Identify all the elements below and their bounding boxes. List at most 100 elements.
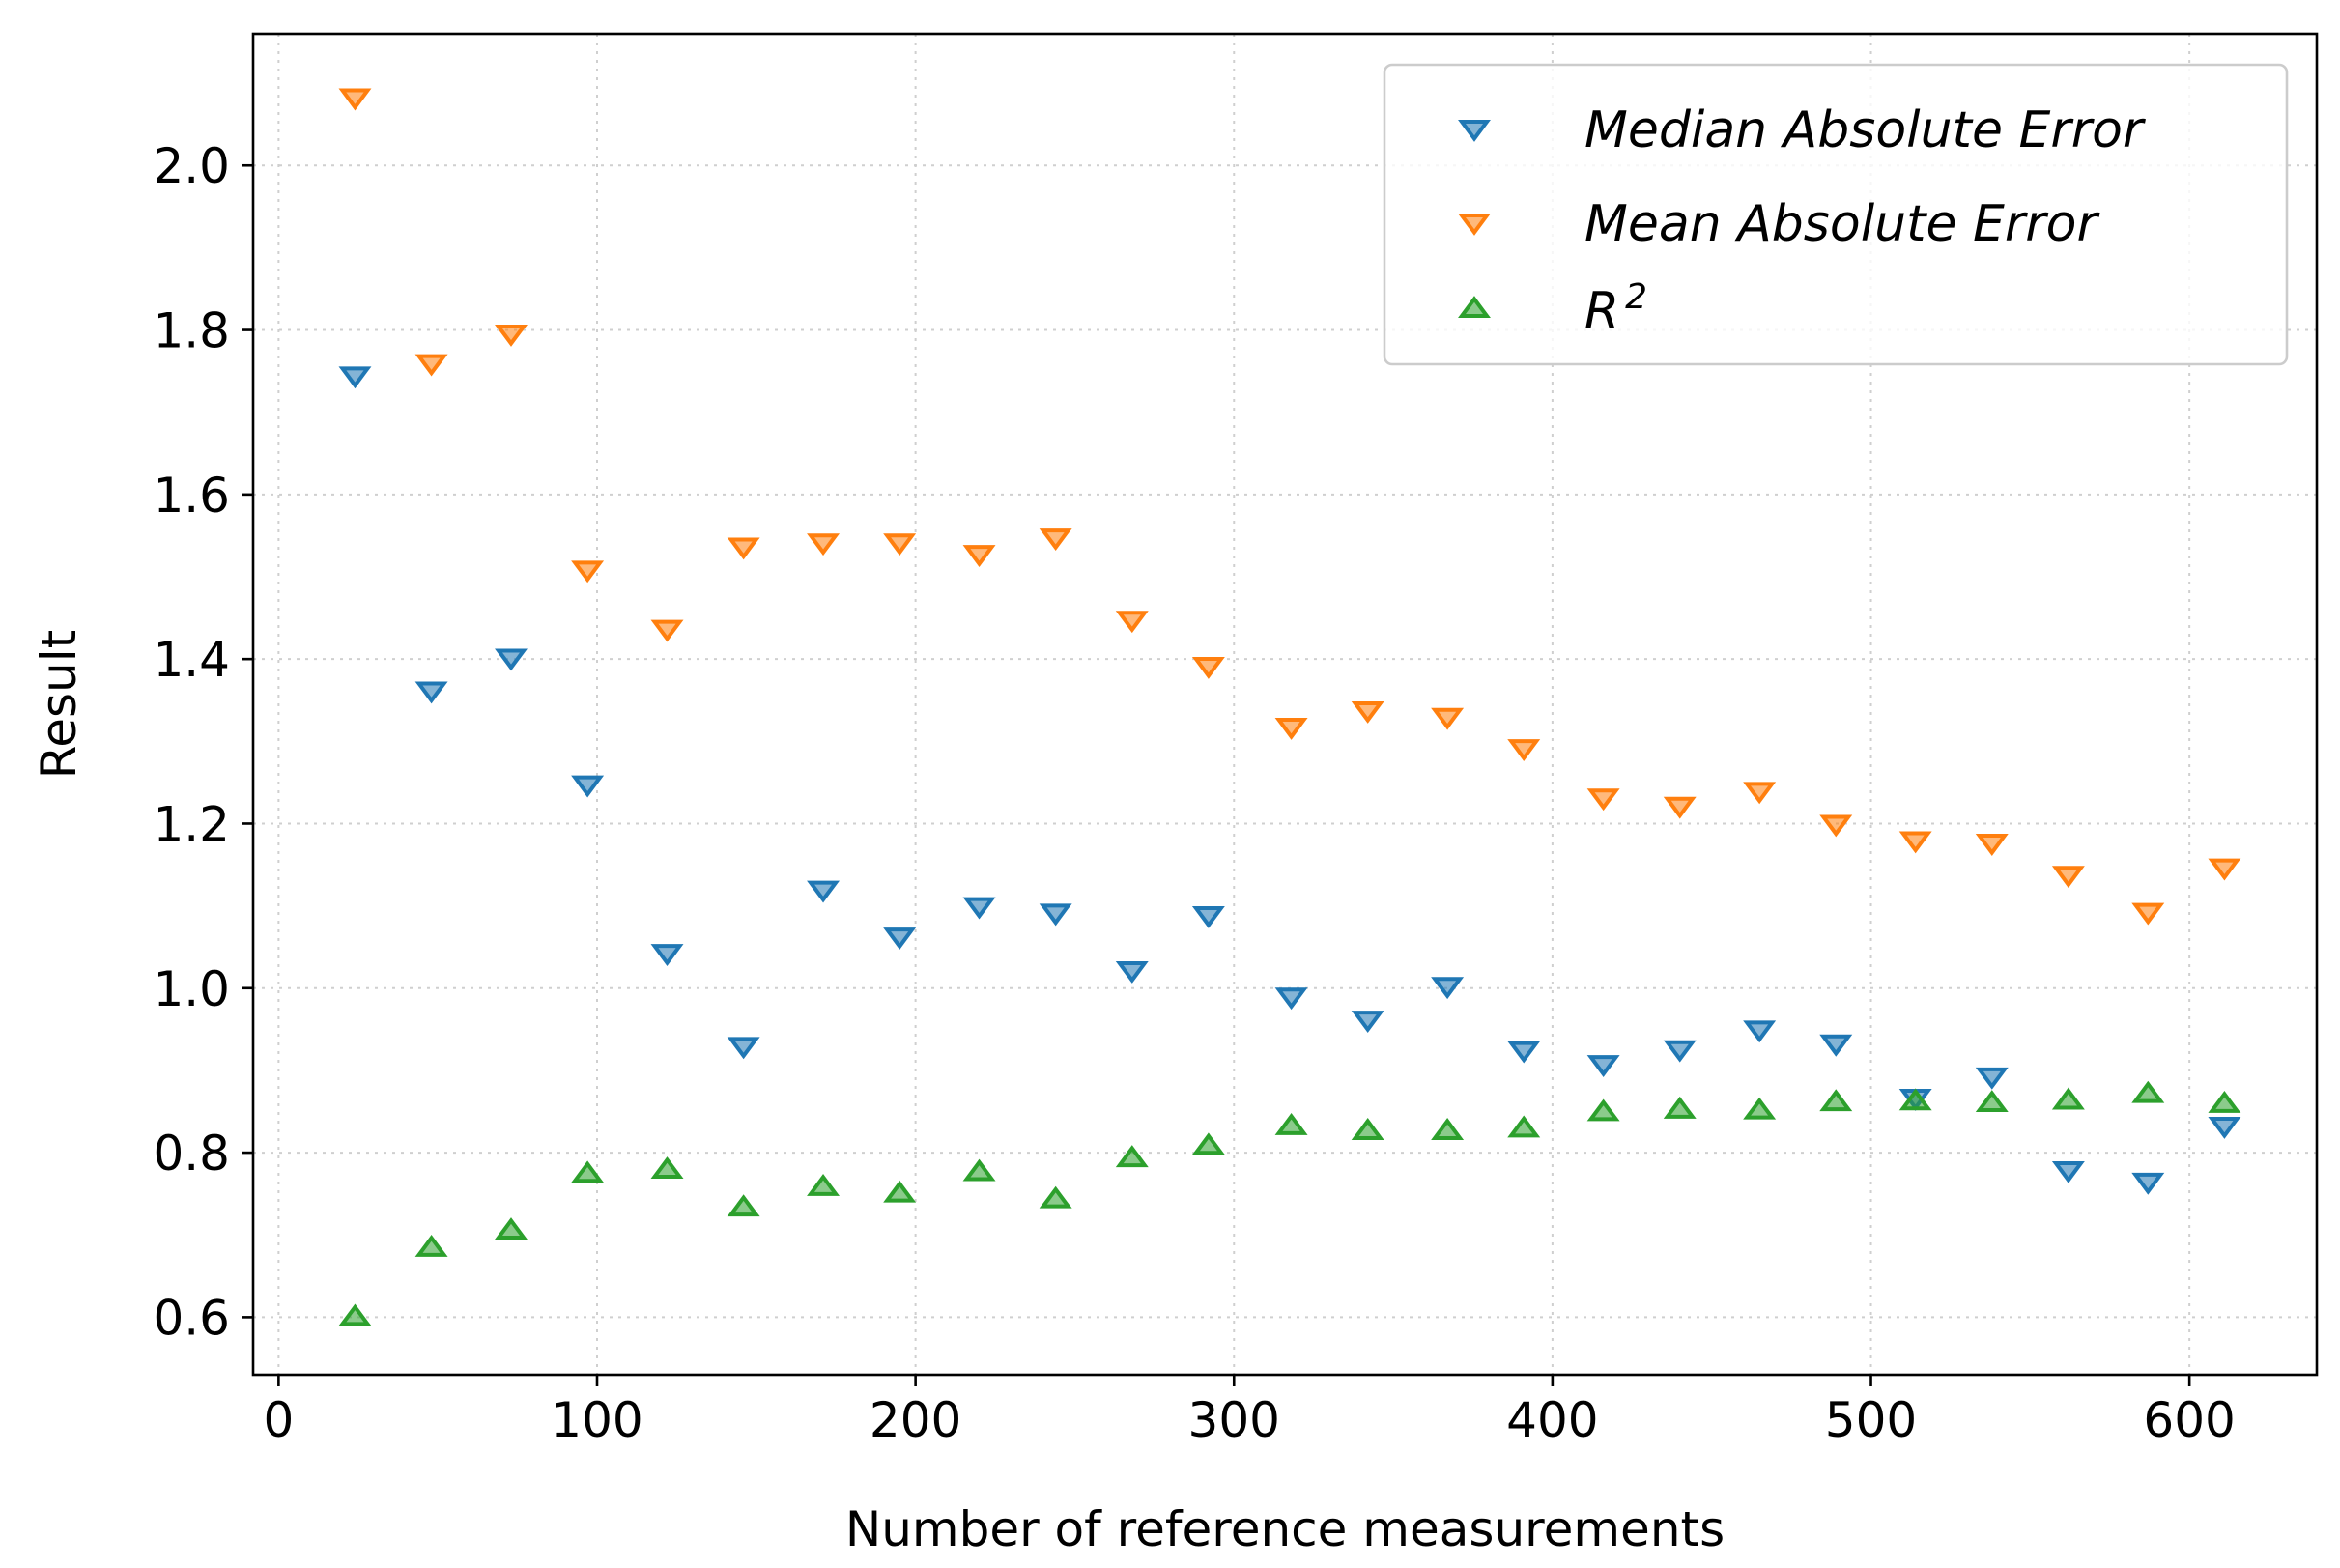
point-r-2-7 <box>807 1173 841 1196</box>
y-tick-label-1-4: 1.4 <box>153 632 230 688</box>
x-tick-label-300: 300 <box>1188 1392 1280 1448</box>
x-tick-label-100: 100 <box>551 1392 642 1448</box>
x-tick-label-200: 200 <box>870 1392 961 1448</box>
x-tick-label-400: 400 <box>1506 1392 1598 1448</box>
point-r-2-3 <box>495 1217 528 1240</box>
legend-label-r-base: R <box>1584 282 1619 340</box>
y-tick-label-0-6: 0.6 <box>153 1290 230 1346</box>
point-mean-absolute-error-15 <box>1431 707 1465 730</box>
point-median-absolute-error-8 <box>883 927 917 951</box>
y-tick-label-1-6: 1.6 <box>153 468 230 524</box>
point-mean-absolute-error-21 <box>1898 831 1932 854</box>
point-median-absolute-error-5 <box>650 944 684 967</box>
plot-area-frame <box>251 32 2319 1377</box>
point-mean-absolute-error-16 <box>1507 739 1541 762</box>
point-r-2-14 <box>1351 1118 1384 1140</box>
y-tick-label-1-8: 1.8 <box>153 303 230 359</box>
point-mean-absolute-error-3 <box>495 324 528 347</box>
point-r-2-9 <box>962 1158 996 1182</box>
x-tick-label-500: 500 <box>1825 1392 1917 1448</box>
point-mean-absolute-error-2 <box>414 354 448 377</box>
point-r-2-15 <box>1431 1118 1465 1140</box>
point-median-absolute-error-20 <box>1819 1034 1853 1057</box>
legend-marker-mean-absolute-error <box>1458 213 1491 236</box>
point-mean-absolute-error-8 <box>883 533 917 556</box>
y-tick-label-0-8: 0.8 <box>153 1126 230 1182</box>
point-mean-absolute-error-13 <box>1274 717 1308 740</box>
legend-label-mean-absolute-error: Mean Absolute Error <box>1584 195 2100 253</box>
axis-ticks: 0 100 200 300 400 500 600 0.6 0.8 1.0 1.2 1.4 1.6 1.8… <box>153 138 2235 1448</box>
point-median-absolute-error-6 <box>727 1037 760 1060</box>
point-r-2-5 <box>650 1156 684 1179</box>
point-median-absolute-error-11 <box>1115 961 1149 984</box>
point-r-2-18 <box>1663 1096 1697 1119</box>
point-median-absolute-error-19 <box>1743 1020 1777 1043</box>
point-mean-absolute-error-17 <box>1586 788 1620 812</box>
point-mean-absolute-error-24 <box>2131 902 2165 926</box>
point-r-2-21 <box>1898 1088 1932 1111</box>
point-mean-absolute-error-6 <box>727 537 760 560</box>
point-r-2-1 <box>338 1303 372 1326</box>
point-r-2-6 <box>727 1194 760 1217</box>
point-median-absolute-error-16 <box>1507 1041 1541 1064</box>
point-mean-absolute-error-1 <box>338 88 372 111</box>
point-median-absolute-error-7 <box>807 880 841 903</box>
point-mean-absolute-error-20 <box>1819 814 1853 838</box>
legend-marker-median-absolute-error <box>1458 119 1491 142</box>
point-r-2-4 <box>571 1160 605 1183</box>
point-mean-absolute-error-25 <box>2208 858 2241 881</box>
point-mean-absolute-error-4 <box>571 560 605 584</box>
point-r-2-8 <box>883 1180 917 1203</box>
point-median-absolute-error-25 <box>2208 1116 2241 1139</box>
point-r-2-2 <box>414 1234 448 1257</box>
legend-label-median-absolute-error: Median Absolute Error <box>1584 101 2147 159</box>
point-median-absolute-error-17 <box>1586 1055 1620 1078</box>
point-median-absolute-error-23 <box>2051 1160 2085 1183</box>
point-r-2-17 <box>1586 1098 1620 1122</box>
point-median-absolute-error-24 <box>2131 1172 2165 1195</box>
point-mean-absolute-error-14 <box>1351 700 1384 724</box>
grid <box>253 34 2317 1375</box>
point-median-absolute-error-12 <box>1191 905 1225 928</box>
point-r-2-11 <box>1115 1145 1149 1168</box>
series-r-2 <box>338 1080 2241 1326</box>
legend-box <box>1383 63 2289 366</box>
point-r-2-19 <box>1743 1097 1777 1120</box>
point-r-2-13 <box>1274 1112 1308 1135</box>
point-mean-absolute-error-7 <box>807 533 841 556</box>
legend: Median Absolute Error Mean Absolute Erro… <box>1383 63 2289 366</box>
point-median-absolute-error-15 <box>1431 977 1465 1000</box>
point-r-2-24 <box>2131 1080 2165 1103</box>
point-r-2-23 <box>2051 1087 2085 1110</box>
point-mean-absolute-error-11 <box>1115 611 1149 634</box>
point-mean-absolute-error-10 <box>1039 528 1072 552</box>
point-mean-absolute-error-18 <box>1663 796 1697 819</box>
point-median-absolute-error-2 <box>414 681 448 704</box>
point-mean-absolute-error-22 <box>1975 834 2009 856</box>
x-axis-label: Number of reference measurements <box>845 1501 1725 1557</box>
series-mean-absolute-error <box>338 88 2241 926</box>
point-median-absolute-error-18 <box>1663 1040 1697 1063</box>
point-median-absolute-error-14 <box>1351 1011 1384 1034</box>
point-r-2-12 <box>1191 1132 1225 1155</box>
point-mean-absolute-error-23 <box>2051 866 2085 889</box>
legend-label-r-superscript: 2 <box>1625 277 1647 317</box>
legend-marker-r-2 <box>1458 296 1491 319</box>
point-mean-absolute-error-19 <box>1743 782 1777 805</box>
point-median-absolute-error-13 <box>1274 987 1308 1011</box>
point-mean-absolute-error-5 <box>650 619 684 642</box>
point-r-2-25 <box>2208 1090 2241 1113</box>
point-median-absolute-error-22 <box>1975 1067 2009 1090</box>
point-r-2-20 <box>1819 1089 1853 1112</box>
point-r-2-22 <box>1975 1090 2009 1113</box>
point-mean-absolute-error-9 <box>962 545 996 568</box>
legend-markers <box>1458 119 1491 319</box>
y-tick-label-1-2: 1.2 <box>153 796 230 852</box>
x-tick-label-600: 600 <box>2143 1392 2235 1448</box>
point-mean-absolute-error-12 <box>1191 656 1225 679</box>
point-median-absolute-error-4 <box>571 775 605 798</box>
y-tick-label-2: 2.0 <box>153 138 230 194</box>
